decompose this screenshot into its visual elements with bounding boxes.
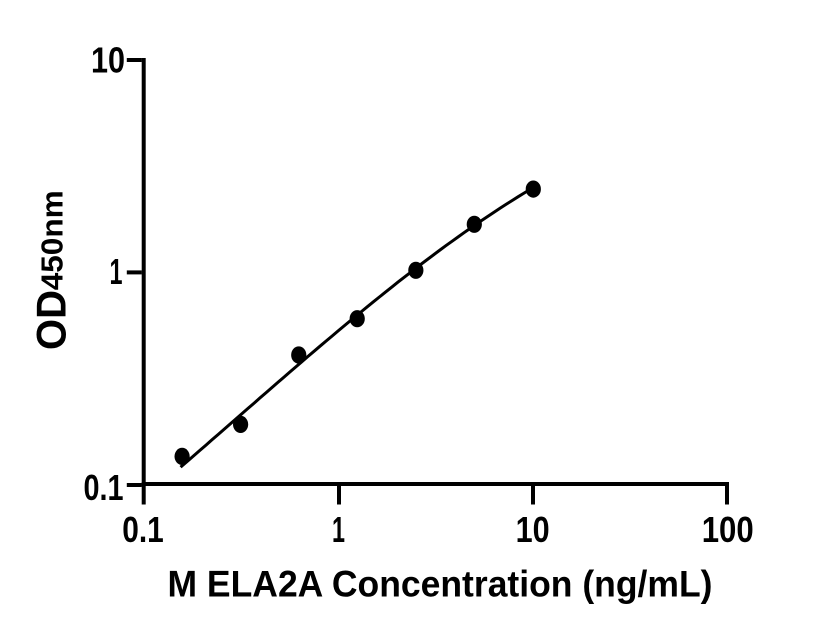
svg-text:10: 10 xyxy=(516,509,550,550)
svg-text:OD: OD xyxy=(28,290,75,350)
svg-text:100: 100 xyxy=(702,509,754,550)
svg-text:0.1: 0.1 xyxy=(122,509,164,550)
svg-text:450nm: 450nm xyxy=(35,190,70,290)
svg-text:10: 10 xyxy=(91,40,125,81)
svg-text:M ELA2A Concentration (ng/mL): M ELA2A Concentration (ng/mL) xyxy=(168,564,713,605)
svg-text:1: 1 xyxy=(332,509,345,550)
svg-text:1: 1 xyxy=(110,251,123,292)
svg-text:0.1: 0.1 xyxy=(84,467,124,508)
